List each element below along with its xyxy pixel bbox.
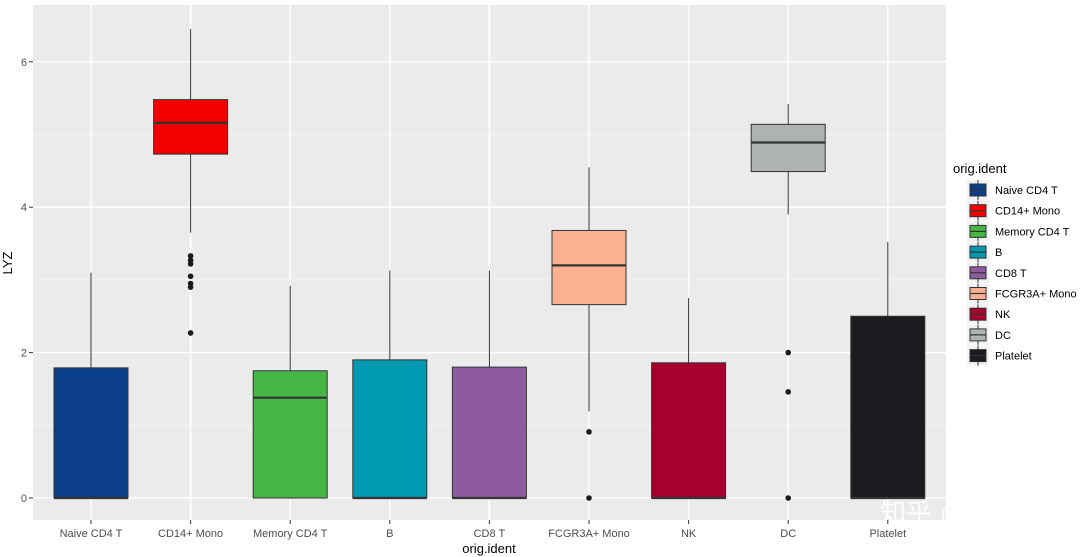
outlier-point [586,429,592,435]
legend-label: CD14+ Mono [995,206,1060,218]
legend-item: Platelet [967,345,1032,366]
x-tick-label: DC [780,528,796,540]
outlier-point [187,253,194,259]
box-series [53,29,926,501]
y-tick-label: 6 [21,57,27,69]
legend-label: DC [995,330,1011,342]
outlier-point [785,349,791,356]
x-tick-label: FCGR3A+ Mono [548,528,630,540]
outlier-point [187,273,194,280]
legend-item: B [967,242,1002,263]
box-group [352,270,428,500]
legend-label: Platelet [995,351,1032,363]
x-tick-label: Memory CD4 T [253,528,328,540]
y-tick-label: 2 [21,348,27,360]
box-group [53,272,129,500]
legend-item: NK [967,304,1011,325]
x-tick-label: Platelet [869,528,906,540]
box-rect [252,370,328,499]
y-tick-label: 4 [21,202,27,214]
outlier-point [187,261,194,267]
box-rect [352,359,428,499]
y-axis: 0 2 4 6 [21,57,33,505]
x-axis: Naive CD4 T CD14+ Mono Memory CD4 T B CD8 T F… [60,520,906,540]
box-group [850,242,926,500]
watermark: 知乎 @酸菜 [880,499,1018,529]
legend-label: NK [995,309,1011,321]
box-group [551,167,627,501]
y-tick-label: 0 [21,493,27,505]
legend-label: Naive CD4 T [995,185,1058,197]
outlier-point [586,495,592,501]
box-group [750,103,826,501]
box-rect [153,99,229,155]
box-group [451,270,527,500]
box-group [252,285,328,499]
outlier-point [187,284,194,290]
legend: orig.ident Naive CD4 T CD14+ Mono Memory C… [953,161,1077,366]
legend-item: CD14+ Mono [967,200,1060,221]
legend-item: DC [967,324,1011,345]
box-rect [651,362,727,499]
outlier-point [785,495,791,501]
x-tick-label: CD8 T [474,528,506,540]
outlier-point [785,389,791,395]
box-group [153,29,229,336]
box-rect [750,123,826,173]
x-tick-label: CD14+ Mono [158,528,223,540]
legend-label: CD8 T [995,268,1027,280]
legend-item: Naive CD4 T [967,180,1058,200]
x-tick-label: Naive CD4 T [60,528,123,540]
y-axis-title: LYZ [0,252,15,275]
legend-item: Memory CD4 T [967,221,1070,242]
legend-label: B [995,247,1002,259]
legend-item: FCGR3A+ Mono [967,283,1077,304]
legend-label: FCGR3A+ Mono [995,289,1077,301]
box-rect [551,229,627,306]
outlier-point [187,330,194,336]
box-rect [53,367,129,499]
box-rect [451,366,527,499]
box-rect [850,315,926,499]
x-axis-title: orig.ident [462,541,516,556]
box-group [651,298,727,500]
x-tick-label: NK [681,528,697,540]
x-tick-label: B [386,528,393,540]
legend-item: CD8 T [967,262,1027,283]
legend-title: orig.ident [953,161,1007,176]
legend-label: Memory CD4 T [995,226,1070,238]
